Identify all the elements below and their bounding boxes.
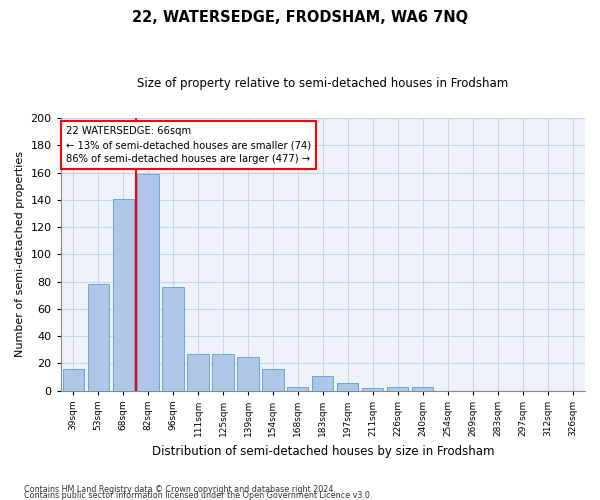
Bar xyxy=(212,354,233,391)
Bar xyxy=(362,388,383,391)
Bar xyxy=(287,386,308,391)
Bar xyxy=(412,386,433,391)
Bar xyxy=(387,386,409,391)
Bar xyxy=(262,369,284,391)
Bar xyxy=(113,198,134,391)
Bar xyxy=(337,382,358,391)
Text: Contains public sector information licensed under the Open Government Licence v3: Contains public sector information licen… xyxy=(24,490,373,500)
Text: 22 WATERSEDGE: 66sqm
← 13% of semi-detached houses are smaller (74)
86% of semi-: 22 WATERSEDGE: 66sqm ← 13% of semi-detac… xyxy=(66,126,311,164)
Bar xyxy=(62,369,84,391)
Text: Contains HM Land Registry data © Crown copyright and database right 2024.: Contains HM Land Registry data © Crown c… xyxy=(24,484,336,494)
Title: Size of property relative to semi-detached houses in Frodsham: Size of property relative to semi-detach… xyxy=(137,78,508,90)
Bar xyxy=(88,284,109,391)
Bar xyxy=(238,356,259,391)
Bar xyxy=(137,174,159,391)
Bar xyxy=(312,376,334,391)
Y-axis label: Number of semi-detached properties: Number of semi-detached properties xyxy=(15,152,25,358)
Text: 22, WATERSEDGE, FRODSHAM, WA6 7NQ: 22, WATERSEDGE, FRODSHAM, WA6 7NQ xyxy=(132,10,468,25)
X-axis label: Distribution of semi-detached houses by size in Frodsham: Distribution of semi-detached houses by … xyxy=(152,444,494,458)
Bar xyxy=(187,354,209,391)
Bar xyxy=(163,287,184,391)
